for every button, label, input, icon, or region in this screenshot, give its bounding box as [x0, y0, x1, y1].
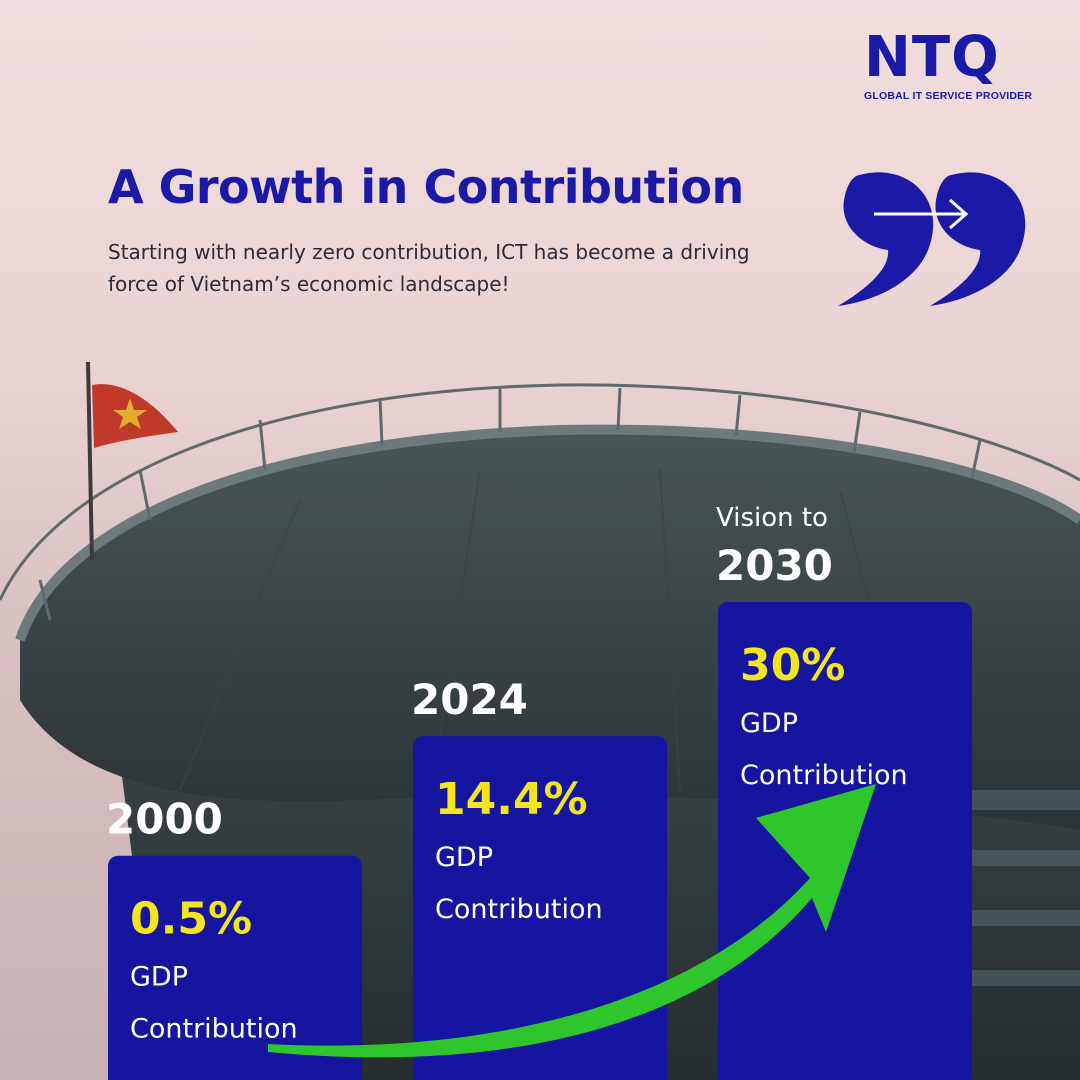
- value-label-2000: 0.5%: [130, 894, 252, 945]
- growth-arrow-icon: [268, 784, 876, 1058]
- quote-arrow-icon: [838, 172, 1026, 306]
- year-label-2024: 2024: [411, 675, 528, 724]
- page-subtitle: Starting with nearly zero contribution, …: [108, 240, 750, 296]
- vision-label: Vision to: [716, 503, 828, 533]
- contribution-label: Contribution: [740, 760, 908, 791]
- page-title: A Growth in Contribution: [108, 160, 744, 214]
- value-label-2030: 30%: [740, 640, 845, 691]
- brand-tagline: GLOBAL IT SERVICE PROVIDER: [864, 90, 1033, 102]
- value-label-2024: 14.4%: [435, 774, 588, 825]
- contribution-label: Contribution: [435, 894, 603, 925]
- bar-2024: [413, 736, 667, 1080]
- brand-name: NTQ: [864, 25, 1000, 90]
- year-label-2000: 2000: [106, 795, 223, 844]
- contribution-label: Contribution: [130, 1014, 298, 1045]
- bar-2000: [108, 855, 362, 1080]
- gdp-label: GDP: [130, 962, 188, 993]
- gdp-label: GDP: [740, 708, 798, 739]
- ntq-logo: NTQ GLOBAL IT SERVICE PROVIDER: [864, 25, 1044, 103]
- year-label-2030: 2030: [716, 541, 833, 590]
- gdp-label: GDP: [435, 842, 493, 873]
